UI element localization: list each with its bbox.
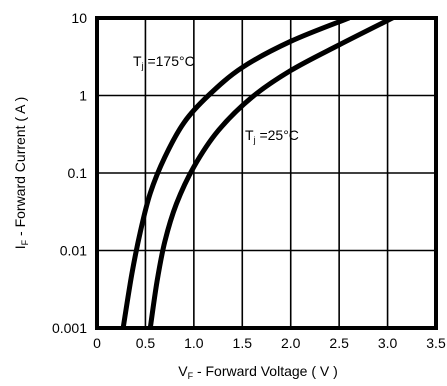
y-tick-label: 10 bbox=[71, 10, 87, 26]
x-tick-label: 3.0 bbox=[378, 335, 398, 351]
x-tick-label: 1.5 bbox=[233, 335, 253, 351]
x-tick-label: 1.0 bbox=[184, 335, 204, 351]
series-label-25c: Tj =25°C bbox=[245, 127, 299, 145]
plot-frame bbox=[95, 16, 438, 330]
series-label-25c-subscript: j bbox=[253, 135, 256, 145]
series-line-175c bbox=[120, 18, 352, 328]
y-tick-label: 1 bbox=[79, 88, 87, 104]
series-label-25c-symbol: T bbox=[245, 127, 254, 143]
x-axis-title-symbol: V bbox=[178, 363, 188, 379]
x-tick-labels: 0 0.5 1.0 1.5 2.0 2.5 3.0 3.5 bbox=[93, 335, 446, 351]
y-tick-label: 0.1 bbox=[68, 165, 88, 181]
y-tick-labels: 0.001 0.01 0.1 1 10 bbox=[52, 10, 87, 336]
x-tick-label: 0 bbox=[93, 335, 101, 351]
x-tick-label: 0.5 bbox=[136, 335, 156, 351]
x-tick-label: 2.0 bbox=[281, 335, 301, 351]
curves bbox=[120, 18, 395, 328]
series-label-175c-text: =175°C bbox=[144, 53, 195, 69]
series-label-175c: Tj =175°C bbox=[133, 53, 195, 71]
y-axis-title-text: - Forward Current ( A ) bbox=[12, 97, 28, 240]
series-label-175c-subscript: j bbox=[141, 61, 144, 71]
x-axis-title-subscript: F bbox=[188, 371, 194, 381]
x-axis-title: VF - Forward Voltage ( V ) bbox=[178, 363, 338, 381]
y-tick-label: 0.001 bbox=[52, 320, 87, 336]
series-label-25c-text: =25°C bbox=[256, 127, 299, 143]
x-tick-label: 2.5 bbox=[329, 335, 349, 351]
series-line-25c bbox=[147, 18, 395, 328]
series-label-175c-symbol: T bbox=[133, 53, 142, 69]
y-axis-title-symbol: I bbox=[12, 245, 28, 249]
y-tick-label: 0.01 bbox=[60, 243, 87, 259]
y-axis-title-subscript: F bbox=[20, 239, 30, 245]
x-axis-title-text: - Forward Voltage ( V ) bbox=[193, 363, 338, 379]
x-tick-label: 3.5 bbox=[426, 335, 446, 351]
y-axis-title: IF - Forward Current ( A ) bbox=[12, 97, 30, 250]
